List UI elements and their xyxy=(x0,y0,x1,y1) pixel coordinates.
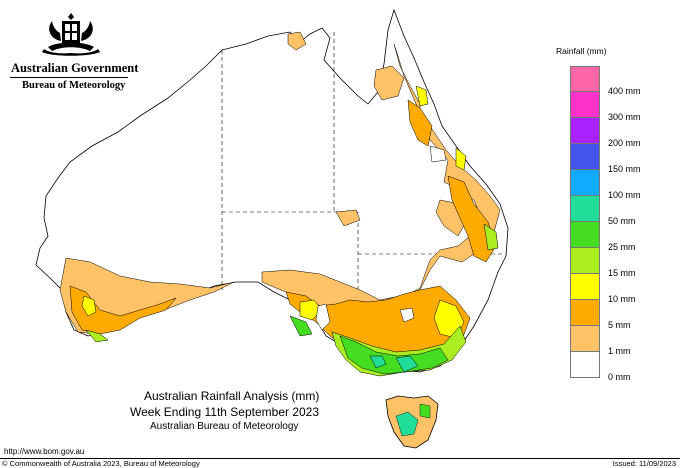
legend-swatch xyxy=(570,274,600,300)
legend xyxy=(570,66,600,378)
bureau-title: Bureau of Meteorology xyxy=(22,80,126,91)
legend-swatch xyxy=(570,300,600,326)
government-title: Australian Government xyxy=(11,61,139,75)
map-title: Australian Rainfall Analysis (mm) xyxy=(144,389,320,403)
australia-landmass xyxy=(35,8,509,373)
legend-label: 10 mm xyxy=(608,294,636,304)
legend-label: 200 mm xyxy=(608,138,641,148)
legend-swatch xyxy=(570,144,600,170)
legend-label: 15 mm xyxy=(608,268,636,278)
legend-label: 1 mm xyxy=(608,346,631,356)
map-credit: Australian Bureau of Meteorology xyxy=(150,421,299,432)
legend-swatch xyxy=(570,92,600,118)
legend-label: 400 mm xyxy=(608,86,641,96)
copyright-text: © Commonwealth of Australia 2023, Bureau… xyxy=(2,459,200,468)
legend-title: Rainfall (mm) xyxy=(556,46,607,56)
legend-label: 150 mm xyxy=(608,164,641,174)
legend-label: 300 mm xyxy=(608,112,641,122)
legend-swatch xyxy=(570,222,600,248)
legend-label: 5 mm xyxy=(608,320,631,330)
legend-swatch xyxy=(570,196,600,222)
rainfall-25mm-zones xyxy=(289,315,449,375)
legend-swatch xyxy=(570,170,600,196)
legend-label: 0 mm xyxy=(608,372,631,382)
header-divider xyxy=(10,77,128,78)
issued-date: Issued: 11/09/2023 xyxy=(612,459,676,468)
legend-swatch xyxy=(570,66,600,92)
legend-swatch xyxy=(570,326,600,352)
legend-label: 25 mm xyxy=(608,242,636,252)
legend-swatch xyxy=(570,248,600,274)
legend-label: 50 mm xyxy=(608,216,636,226)
footer-bar xyxy=(0,458,680,468)
legend-swatch xyxy=(570,352,600,378)
legend-swatch xyxy=(570,118,600,144)
map-subtitle: Week Ending 11th September 2023 xyxy=(130,405,320,419)
rainfall-map xyxy=(35,8,509,449)
website-link[interactable]: http://www.bom.gov.au xyxy=(4,447,85,456)
rainfall-50mm-zones xyxy=(369,355,419,373)
legend-label: 100 mm xyxy=(608,190,641,200)
rainfall-5mm-zones xyxy=(69,99,497,357)
coat-of-arms-logo xyxy=(42,13,100,56)
